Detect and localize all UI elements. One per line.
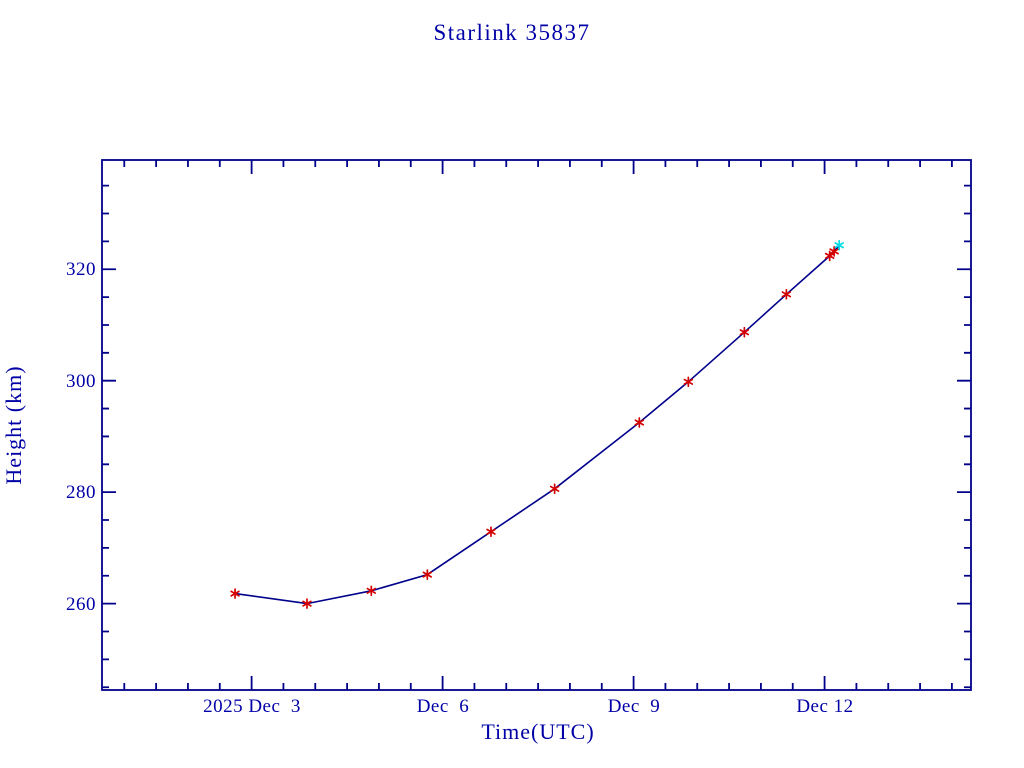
x-tick-labels: 2025 Dec 3 Dec 6 Dec 9 Dec 12	[203, 696, 853, 717]
x-tick-label-dec12: Dec 12	[796, 696, 853, 717]
y-tick-label-320: 320	[66, 259, 96, 280]
plot-border	[101, 159, 972, 691]
data-point-marker	[683, 376, 694, 388]
data-point-marker	[781, 288, 792, 300]
height-trend-line	[234, 244, 840, 605]
data-point-marker	[549, 483, 560, 495]
x-tick-label-dec3: 2025 Dec 3	[203, 696, 301, 717]
data-point-marker	[366, 585, 377, 597]
chart-title: Starlink 35837	[433, 20, 590, 45]
x-tick-label-dec6: Dec 6	[417, 696, 470, 717]
x-tick-label-dec9: Dec 9	[608, 696, 661, 717]
data-point-marker	[739, 326, 750, 338]
data-point-marker	[422, 569, 433, 580]
data-point-marker	[230, 588, 240, 599]
y-tick-labels: 260 280 300 320	[66, 259, 96, 615]
data-point-marker	[486, 526, 496, 538]
data-point-marker	[824, 250, 835, 262]
y-tick-label-260: 260	[66, 594, 96, 615]
y-tick-label-300: 300	[66, 371, 96, 392]
y-tick-label-280: 280	[66, 482, 96, 503]
data-point-marker	[302, 598, 312, 609]
latest-data-point-marker	[834, 239, 844, 251]
x-axis-title: Time(UTC)	[481, 719, 594, 744]
data-point-marker	[634, 417, 645, 428]
y-axis-title: Height (km)	[1, 365, 26, 484]
data-point-marker	[829, 246, 839, 257]
chart-layer	[101, 159, 972, 691]
